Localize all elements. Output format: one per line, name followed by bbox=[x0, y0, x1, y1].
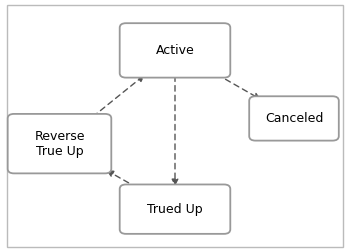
FancyBboxPatch shape bbox=[120, 23, 230, 78]
Text: Reverse
True Up: Reverse True Up bbox=[34, 130, 85, 158]
Text: Active: Active bbox=[156, 44, 194, 57]
Text: Trued Up: Trued Up bbox=[147, 203, 203, 216]
Text: Canceled: Canceled bbox=[265, 112, 323, 125]
FancyBboxPatch shape bbox=[120, 184, 230, 234]
FancyBboxPatch shape bbox=[249, 96, 339, 141]
FancyBboxPatch shape bbox=[8, 114, 111, 173]
